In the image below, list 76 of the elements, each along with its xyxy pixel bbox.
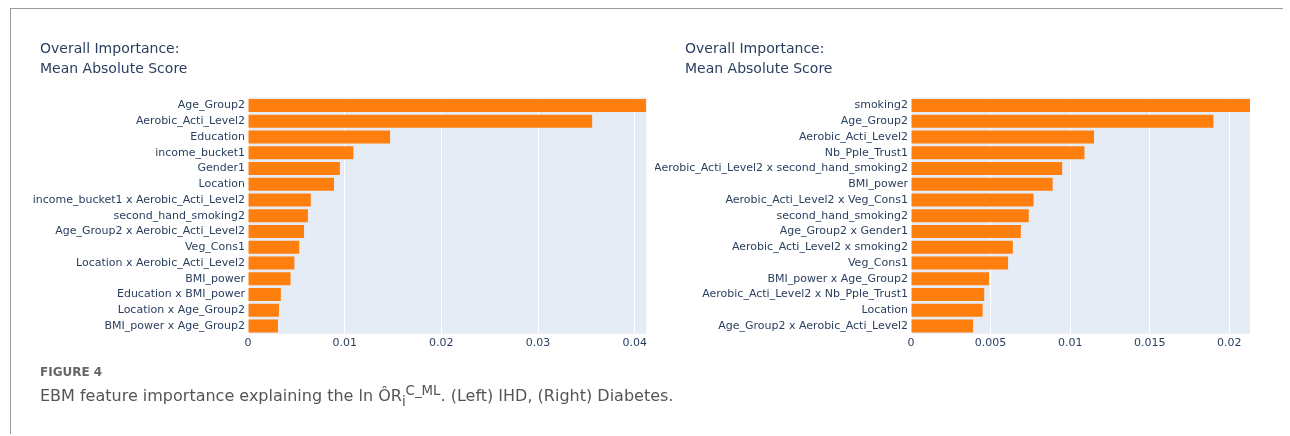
y-tick-label: Age_Group2 [840,114,908,128]
bar [248,193,311,207]
y-tick-label: smoking2 [854,98,908,112]
bar [248,177,335,191]
x-tick-label: 0 [907,336,915,350]
x-tick-label: 0.015 [1133,336,1166,350]
x-tick-label: 0.02 [1217,336,1242,350]
caption: FIGURE 4 [40,365,103,379]
x-tick-label: 0 [244,336,252,350]
x-tick-label: 0.02 [429,336,454,350]
y-tick-label: Location x Aerobic_Acti_Level2 [75,255,245,269]
y-tick-label: Gender1 [197,161,245,175]
y-tick-label: Aerobic_Acti_Level2 [799,129,908,143]
bar [248,224,305,238]
x-tick-label: 0.01 [1057,336,1083,350]
bar [911,303,983,317]
bar [911,287,985,301]
bar [248,146,354,160]
y-tick-label: Aerobic_Acti_Level2 x smoking2 [731,240,908,254]
y-tick-label: income_bucket1 [155,145,245,159]
y-tick-label: Nb_Pple_Trust1 [824,145,908,159]
bar [248,256,295,270]
y-tick-label: Age_Group2 x Gender1 [779,224,908,238]
bar [248,130,391,144]
y-tick-label: Veg_Cons1 [184,240,245,254]
bar [248,162,340,175]
y-tick-label: Age_Group2 [177,98,245,112]
bar [248,303,279,317]
bar [248,99,647,112]
text: Mean Absolute Score [40,59,188,78]
y-tick-label: BMI_power [848,177,909,191]
bar [911,319,974,333]
x-tick-label: 0.04 [622,336,647,350]
y-tick-label: Location [861,303,909,317]
text: Overall Importance: [685,39,826,58]
y-tick-label: BMI_power x Age_Group2 [104,318,245,332]
bar [911,130,1095,144]
y-tick-label: Location [198,177,246,191]
bar [911,224,1021,238]
bar [248,287,281,301]
bar [248,319,278,333]
y-tick-label: second_hand_smoking2 [113,208,245,222]
bar [911,193,1034,207]
y-tick-label: BMI_power [185,271,246,285]
y-tick-label: Age_Group2 x Aerobic_Acti_Level2 [718,318,908,332]
y-tick-label: Age_Group2 x Aerobic_Acti_Level2 [55,224,245,238]
x-tick-label: 0.03 [525,336,551,350]
y-tick-label: Aerobic_Acti_Level2 x Nb_Pple_Trust1 [702,287,908,301]
bar [248,240,300,254]
y-tick-label: Location x Age_Group2 [117,303,245,317]
bar [248,114,593,128]
y-tick-label: Education x BMI_power [116,287,246,301]
x-tick-label: 0.005 [974,336,1007,350]
bar [911,146,1085,160]
x-tick-label: 0.01 [332,336,357,350]
bar [911,256,1009,270]
bar [248,209,308,223]
y-tick-label: Education [190,129,246,143]
bar [911,99,1250,112]
text: EBM feature importance explaining the ln ÔR$_{i}$$^{C_ML}$. (Left) IHD, (Right) Diabetes. [40,383,674,409]
y-tick-label: BMI_power x Age_Group2 [767,271,908,285]
bar [911,209,1029,223]
bar [911,114,1214,128]
text: Mean Absolute Score [685,59,833,78]
y-tick-label: Aerobic_Acti_Level2 x Veg_Cons1 [725,192,908,206]
bar [911,162,1063,175]
bar [911,272,989,286]
y-tick-label: Veg_Cons1 [847,255,908,269]
y-tick-label: Aerobic_Acti_Level2 [136,114,245,128]
bar [248,272,291,286]
y-tick-label: Aerobic_Acti_Level2 x second_hand_smoking2 [654,161,908,175]
y-tick-label: income_bucket1 x Aerobic_Acti_Level2 [32,192,245,206]
y-tick-label: second_hand_smoking2 [776,208,908,222]
bar [911,240,1013,254]
bar [911,177,1053,191]
text: Overall Importance: [40,39,181,58]
